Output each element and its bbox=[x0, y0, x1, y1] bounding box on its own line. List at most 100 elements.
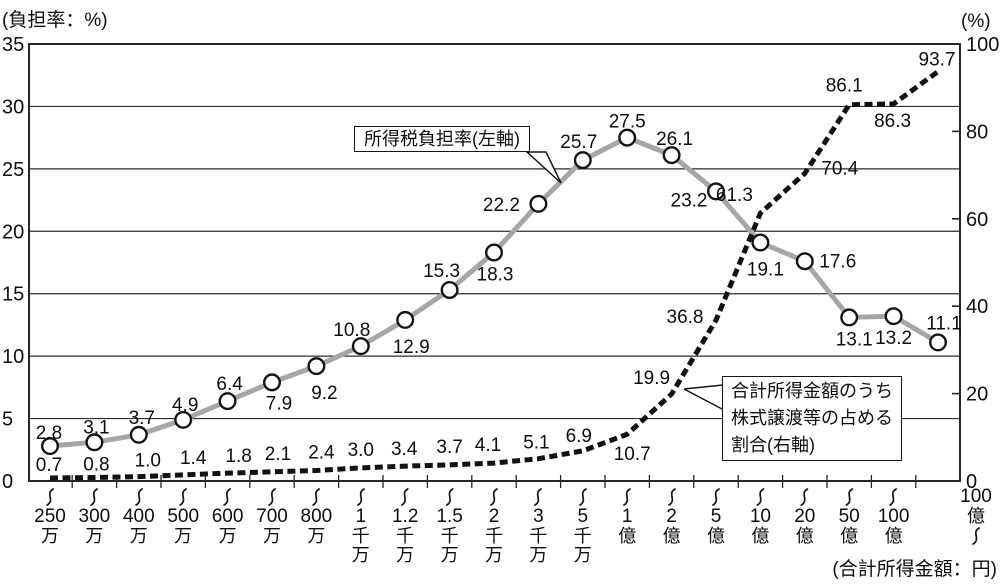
left-axis-tick-label: 35 bbox=[2, 34, 24, 56]
x-category-number: 1 bbox=[355, 506, 367, 527]
income-tax-data-label: 26.1 bbox=[656, 129, 693, 150]
income-tax-data-label: 3.7 bbox=[129, 408, 155, 429]
x-category-number: 100 bbox=[877, 506, 910, 527]
income-tax-data-label: 18.3 bbox=[477, 265, 514, 286]
income-tax-data-label: 9.2 bbox=[311, 383, 337, 404]
x-category-unit: 億 bbox=[618, 525, 637, 546]
income-tax-data-label: 6.4 bbox=[216, 374, 243, 395]
income-tax-data-label: 11.1 bbox=[926, 313, 962, 334]
left-axis-tick-label: 15 bbox=[2, 284, 24, 306]
stock-share-data-label: 1.4 bbox=[180, 448, 207, 469]
wave-tilde-icon bbox=[179, 488, 188, 506]
x-category-label: 20 億 bbox=[794, 487, 815, 546]
x-category-number: 400 bbox=[122, 506, 155, 527]
wave-tilde-icon bbox=[445, 488, 454, 506]
x-category-number: 3 bbox=[533, 506, 544, 527]
x-category-unit: 万 bbox=[573, 545, 592, 565]
data-point-marker bbox=[485, 243, 504, 262]
left-axis-tick-label: 0 bbox=[2, 471, 13, 493]
stock-share-data-label: 5.1 bbox=[523, 433, 549, 454]
stock-share-data-label: 1.8 bbox=[225, 446, 251, 467]
right-axis-tick-label: 20 bbox=[966, 384, 988, 406]
stock-share-data-label: 61.3 bbox=[716, 185, 753, 206]
left-axis-tick-label: 20 bbox=[2, 221, 24, 243]
right-axis-tick-label: 100 bbox=[966, 34, 999, 56]
wave-tilde-icon bbox=[312, 488, 321, 506]
data-point-marker bbox=[218, 392, 237, 411]
stock-share-data-label: 86.3 bbox=[874, 111, 911, 132]
wave-tilde-icon bbox=[972, 527, 980, 545]
series-stock-share-line bbox=[49, 69, 940, 481]
wave-tilde-icon bbox=[268, 488, 276, 506]
stock-share-data-label: 0.7 bbox=[36, 455, 62, 476]
x-category-number: 2 bbox=[488, 506, 500, 527]
stock-share-data-label: 19.9 bbox=[633, 368, 670, 389]
wave-tilde-icon bbox=[623, 488, 632, 506]
right-axis-tick-label: 60 bbox=[966, 209, 988, 231]
x-category-label: 10 億 bbox=[750, 487, 771, 546]
left-axis-title: (負担率：%) bbox=[2, 10, 108, 31]
wave-tilde-icon bbox=[534, 488, 543, 506]
series2-callout-leader bbox=[683, 384, 724, 390]
series2-callout-line: 割合(右軸) bbox=[731, 435, 815, 455]
x-category-unit: 万 bbox=[85, 525, 104, 546]
x-category-unit: 万 bbox=[40, 525, 59, 546]
series1-callout-tail bbox=[525, 151, 562, 184]
data-point-marker bbox=[41, 437, 60, 456]
x-category-number: 20 bbox=[794, 506, 816, 527]
wave-tilde-icon bbox=[800, 488, 809, 506]
plot-border bbox=[28, 43, 961, 482]
data-point-marker bbox=[929, 333, 948, 352]
x-category-label: 100 億 bbox=[877, 487, 910, 546]
data-point-marker bbox=[263, 373, 282, 392]
data-point-marker bbox=[707, 182, 726, 201]
data-point-marker bbox=[174, 410, 193, 429]
wave-tilde-icon bbox=[756, 488, 765, 506]
x-category-number: 500 bbox=[167, 506, 200, 527]
stock-share-data-label: 10.7 bbox=[614, 444, 651, 465]
x-category-number: 700 bbox=[256, 506, 288, 527]
x-category-number: 300 bbox=[78, 506, 111, 527]
wave-tilde-icon bbox=[401, 488, 410, 506]
stock-share-data-label: 3.4 bbox=[391, 439, 418, 460]
x-category-label: 1.5 千万 bbox=[436, 487, 463, 566]
x-category-unit: 千 bbox=[440, 525, 459, 546]
income-tax-data-label: 13.2 bbox=[875, 328, 912, 349]
x-category-number: 250 bbox=[34, 506, 66, 527]
x-category-label: 1.2 千万 bbox=[392, 487, 418, 566]
stock-share-data-label: 0.8 bbox=[83, 455, 109, 476]
x-category-unit: 億 bbox=[795, 525, 814, 546]
income-tax-data-label: 12.9 bbox=[393, 337, 430, 358]
x-category-label: 700 万 bbox=[256, 487, 288, 546]
x-category-unit: 万 bbox=[307, 525, 326, 546]
series1-callout-label: 所得税負担率(左軸) bbox=[354, 126, 530, 152]
wave-tilde-icon bbox=[889, 488, 898, 506]
x-category-unit: 万 bbox=[440, 545, 459, 565]
series2-callout-leader bbox=[683, 388, 723, 410]
wave-tilde-icon bbox=[712, 488, 720, 506]
x-category-label: 50 億 bbox=[839, 487, 860, 546]
x-category-label: 300 万 bbox=[78, 487, 111, 546]
x-category-unit: 万 bbox=[174, 525, 193, 546]
stock-share-data-label: 6.9 bbox=[566, 426, 592, 447]
x-category-label: 600 万 bbox=[211, 487, 244, 546]
data-point-marker bbox=[85, 433, 104, 452]
x-category-unit: 千 bbox=[573, 525, 592, 546]
left-axis-tick-label: 30 bbox=[2, 96, 24, 118]
x-category-number: 1.5 bbox=[436, 506, 463, 527]
left-axis-tick-label: 25 bbox=[2, 159, 24, 181]
x-category-number: 600 bbox=[211, 506, 244, 527]
x-category-number: 1.2 bbox=[391, 506, 419, 527]
x-category-unit: 千 bbox=[351, 525, 370, 546]
data-point-marker bbox=[618, 128, 637, 147]
x-category-label: 250 万 bbox=[34, 487, 66, 546]
income-tax-data-label: 7.9 bbox=[266, 393, 292, 414]
data-point-marker bbox=[351, 337, 370, 356]
x-axis-title: (合計所得金額：円) bbox=[832, 559, 997, 580]
left-axis-tick-label: 5 bbox=[2, 409, 13, 431]
